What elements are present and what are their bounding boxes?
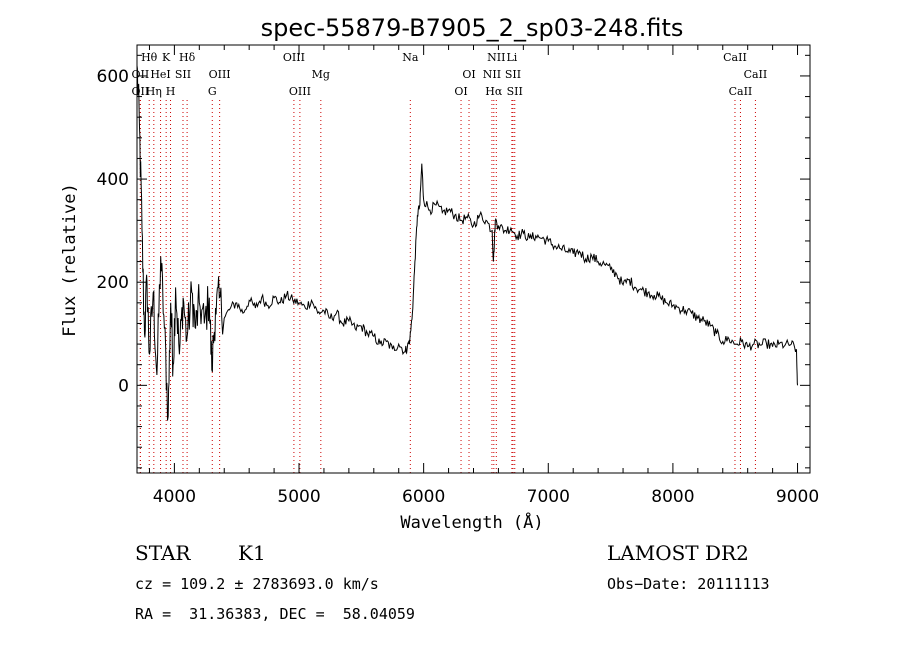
y-axis-label: Flux (relative) (60, 183, 80, 337)
line-marker-label-16: OI (454, 85, 467, 98)
line-marker-label-6: OII (132, 85, 150, 98)
line-marker-label-12: Mg (312, 68, 330, 81)
line-marker-label-7: Hη (146, 85, 162, 98)
line-marker-label-11: OIII (283, 51, 305, 64)
x-tick-label-5: 9000 (776, 487, 819, 507)
line-marker-label-5: SII (175, 68, 191, 81)
obs-date: Obs−Date: 20111113 (607, 575, 770, 593)
x-tick-label-2: 6000 (402, 487, 445, 507)
y-tick-label-3: 600 (97, 67, 129, 87)
x-axis-ticks: 4000 5000 6000 7000 8000 9000 (148, 45, 819, 507)
y-tick-label-2: 400 (97, 170, 129, 190)
object-class: STAR (135, 541, 191, 565)
object-subclass: K1 (238, 541, 266, 565)
line-marker-label-1: K (162, 51, 171, 64)
chart-title: spec-55879-B7905_2_sp03-248.fits (261, 14, 684, 42)
line-marker-label-21: Hα (485, 85, 503, 98)
line-marker-label-22: SII (507, 85, 523, 98)
line-marker-label-10: G (208, 85, 217, 98)
line-marker-label-23: CaII (723, 51, 747, 64)
line-marker-label-24: CaII (744, 68, 768, 81)
line-marker-label-15: OI (462, 68, 475, 81)
line-marker-label-17: NII (487, 51, 505, 64)
line-marker-label-25: CaII (729, 85, 753, 98)
redshift-line: cz = 109.2 ± 2783693.0 km/s (135, 575, 379, 593)
line-marker-label-13: OIII (289, 85, 311, 98)
spectrum-line-0 (136, 65, 798, 421)
line-marker-label-2: Hδ (179, 51, 196, 64)
x-tick-label-0: 4000 (153, 487, 196, 507)
line-marker-label-0: Hθ (141, 51, 158, 64)
line-marker-label-3: OII (132, 68, 150, 81)
line-marker-label-9: OIII (209, 68, 231, 81)
line-marker-label-18: Li (506, 51, 517, 64)
y-tick-label-0: 0 (118, 376, 129, 396)
y-axis-ticks: 0 200 400 600 (97, 54, 810, 469)
y-tick-label-1: 200 (97, 273, 129, 293)
x-tick-label-4: 8000 (651, 487, 694, 507)
line-marker-label-20: SII (505, 68, 521, 81)
line-marker-label-4: HeI (150, 68, 170, 81)
line-marker-label-19: NII (483, 68, 501, 81)
x-tick-label-1: 5000 (277, 487, 320, 507)
spectrum-series (136, 65, 798, 421)
coordinates: RA = 31.36383, DEC = 58.04059 (135, 605, 415, 623)
survey-name: LAMOST DR2 (607, 541, 749, 565)
plot-frame (136, 44, 811, 474)
x-tick-label-3: 7000 (527, 487, 570, 507)
x-axis-label: Wavelength (Å) (400, 511, 543, 533)
line-marker-label-14: Na (402, 51, 419, 64)
line-marker-label-8: H (166, 85, 176, 98)
